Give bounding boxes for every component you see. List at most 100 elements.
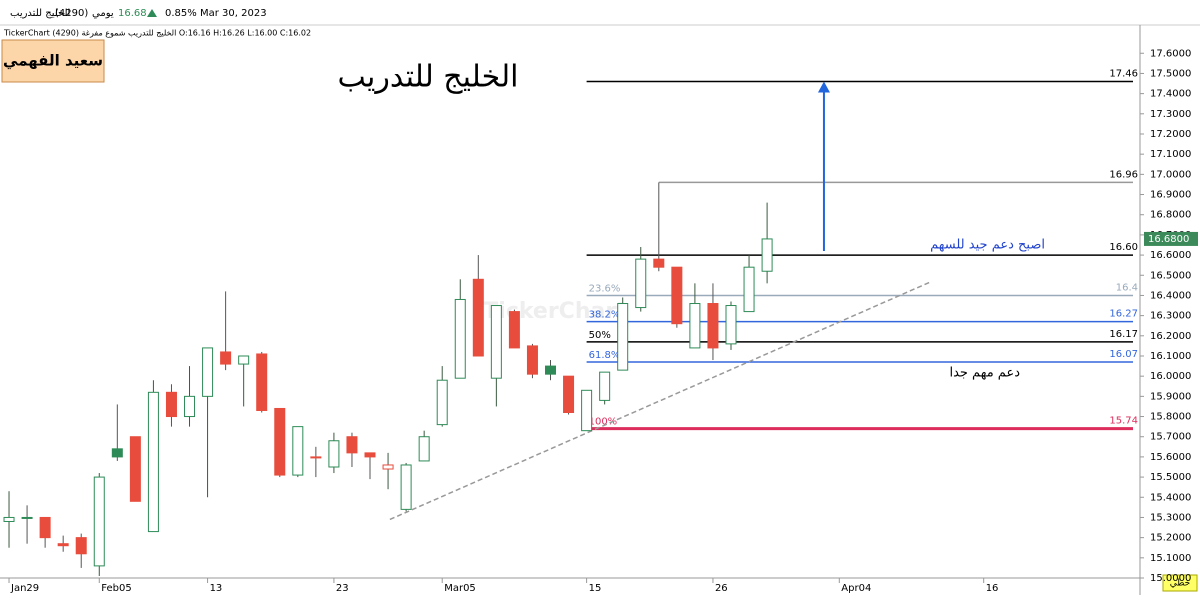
candle-body xyxy=(545,365,557,375)
x-tick-label: 15 xyxy=(589,583,602,594)
candle-body xyxy=(671,266,683,325)
fib-label: 61.8% xyxy=(589,350,621,361)
x-tick-label: Jan29 xyxy=(10,583,39,594)
y-tick-label: 16.9000 xyxy=(1150,190,1191,201)
y-tick-label: 17.2000 xyxy=(1150,129,1191,140)
candle-body xyxy=(310,456,322,459)
candle-body xyxy=(707,303,719,349)
candle-body xyxy=(761,238,773,272)
candle-body xyxy=(21,516,33,519)
candle-body xyxy=(184,395,196,418)
price-tag xyxy=(1144,231,1198,246)
y-tick-label: 16.1000 xyxy=(1150,351,1191,362)
watermark: TickerChart xyxy=(483,299,627,324)
y-tick-label: 17.0000 xyxy=(1150,169,1191,180)
candle-body xyxy=(39,516,51,539)
candle-body xyxy=(472,278,484,357)
candle-body xyxy=(454,298,466,379)
y-tick-label: 15.5000 xyxy=(1150,472,1191,483)
candle-body xyxy=(689,303,701,349)
y-tick-label: 16.3000 xyxy=(1150,311,1191,322)
x-tick-label: Feb05 xyxy=(101,583,131,594)
candle-body xyxy=(635,258,647,309)
header-name: الخليج للتدريب xyxy=(10,8,70,19)
author: سعيد الفهمي xyxy=(3,52,103,70)
x-tick-label: 23 xyxy=(336,583,349,594)
y-tick-label: 16.4000 xyxy=(1150,290,1191,301)
candle-body xyxy=(599,371,611,401)
x-tick-label: 16 xyxy=(986,583,999,594)
mode-label[interactable]: خطي xyxy=(1170,579,1190,589)
candle-body xyxy=(743,266,755,313)
y-tick-label: 15.4000 xyxy=(1150,492,1191,503)
header-price: 16.68 xyxy=(118,8,147,19)
level-label: 17.46 xyxy=(1109,69,1138,80)
y-tick-label: 16.5000 xyxy=(1150,270,1191,281)
y-tick-label: 17.3000 xyxy=(1150,109,1191,120)
candle-body xyxy=(563,375,575,414)
candle-body xyxy=(508,311,520,349)
candle-body xyxy=(581,389,593,432)
candle-body xyxy=(364,452,376,458)
candle-body xyxy=(3,516,15,522)
y-tick-label: 17.6000 xyxy=(1150,48,1191,59)
y-tick-label: 15.0000 xyxy=(1150,573,1191,584)
mode-box[interactable] xyxy=(1162,574,1198,592)
candle-body xyxy=(256,353,268,411)
y-tick-label: 15.3000 xyxy=(1150,512,1191,523)
candle-body xyxy=(93,476,105,567)
fib-label: 23.6% xyxy=(589,283,621,294)
header-change: 0.85% xyxy=(165,8,197,19)
header-code: (4290) xyxy=(55,8,88,19)
y-tick-label: 15.2000 xyxy=(1150,533,1191,544)
annotation: دعم مهم جدا xyxy=(949,366,1020,381)
candle-body xyxy=(202,347,214,397)
candle-body xyxy=(75,537,87,555)
y-tick-label: 15.7000 xyxy=(1150,432,1191,443)
annotation: اصبح دعم جيد للسهم xyxy=(930,238,1045,253)
y-tick-label: 17.5000 xyxy=(1150,68,1191,79)
y-tick-label: 17.1000 xyxy=(1150,149,1191,160)
candle-body xyxy=(292,426,304,476)
candle-body xyxy=(346,436,358,454)
x-tick-label: 13 xyxy=(210,583,223,594)
arrow-head xyxy=(817,81,830,93)
y-tick-label: 16.6000 xyxy=(1150,250,1191,261)
level-label: 16.07 xyxy=(1109,349,1138,360)
candle-body xyxy=(129,436,141,502)
y-tick-label: 16.0000 xyxy=(1150,371,1191,382)
header-date: Mar 30, 2023 xyxy=(200,8,267,19)
x-tick-label: Apr04 xyxy=(841,583,871,594)
y-tick-label: 15.8000 xyxy=(1150,412,1191,423)
fib-label: 50% xyxy=(589,330,611,341)
candle-body xyxy=(328,440,340,468)
fib-label: 38.2% xyxy=(589,310,621,321)
candle-body xyxy=(274,407,286,476)
candle-body xyxy=(725,305,737,345)
fib-label: 100% xyxy=(589,417,618,428)
candle-body xyxy=(165,391,177,418)
subheader: TickerChart الخليج للتدريب شموع مفرغة (4… xyxy=(3,29,311,38)
candle-body xyxy=(147,391,159,533)
candle-body xyxy=(220,351,232,365)
up-icon xyxy=(147,9,157,17)
author-box xyxy=(1,39,105,83)
candle-body xyxy=(238,355,250,365)
candle-body xyxy=(400,464,412,510)
candle-body xyxy=(526,345,538,375)
level-label: 15.74 xyxy=(1109,416,1138,427)
x-tick-label: 26 xyxy=(715,583,728,594)
candle-body xyxy=(57,543,69,547)
candle-body xyxy=(418,436,430,462)
price-tag-label: 16.6800 xyxy=(1148,234,1189,245)
candle-body xyxy=(382,464,394,470)
y-tick-label: 16.2000 xyxy=(1150,331,1191,342)
level-label: 16.27 xyxy=(1109,309,1138,320)
x-tick-label: Mar05 xyxy=(444,583,476,594)
candle-body xyxy=(436,379,448,426)
y-tick-label: 16.8000 xyxy=(1150,210,1191,221)
level-label: 16.17 xyxy=(1109,329,1138,340)
candle-body xyxy=(111,448,123,458)
y-tick-label: 15.1000 xyxy=(1150,553,1191,564)
